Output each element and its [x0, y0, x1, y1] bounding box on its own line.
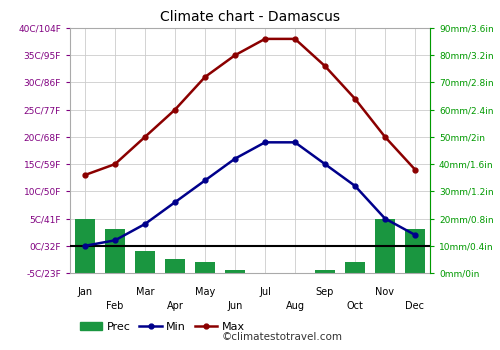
Text: May: May	[195, 287, 215, 297]
Title: Climate chart - Damascus: Climate chart - Damascus	[160, 10, 340, 24]
Text: Jan: Jan	[78, 287, 92, 297]
Text: Sep: Sep	[316, 287, 334, 297]
Bar	[75, 218, 95, 273]
Text: Apr: Apr	[166, 301, 184, 311]
Bar	[225, 270, 245, 273]
Text: Oct: Oct	[346, 301, 364, 311]
Bar	[195, 262, 215, 273]
Bar	[316, 270, 335, 273]
Bar	[375, 218, 395, 273]
Bar	[405, 230, 425, 273]
Bar	[105, 230, 125, 273]
Text: ©climatestotravel.com: ©climatestotravel.com	[221, 331, 342, 342]
Text: Jul: Jul	[259, 287, 271, 297]
Text: Jun: Jun	[228, 301, 242, 311]
Text: Nov: Nov	[376, 287, 394, 297]
Text: Feb: Feb	[106, 301, 124, 311]
Bar	[345, 262, 365, 273]
Bar	[165, 259, 185, 273]
Text: Mar: Mar	[136, 287, 154, 297]
Text: Aug: Aug	[286, 301, 304, 311]
Text: Dec: Dec	[406, 301, 424, 311]
Legend: Prec, Min, Max: Prec, Min, Max	[76, 317, 249, 336]
Bar	[135, 251, 155, 273]
